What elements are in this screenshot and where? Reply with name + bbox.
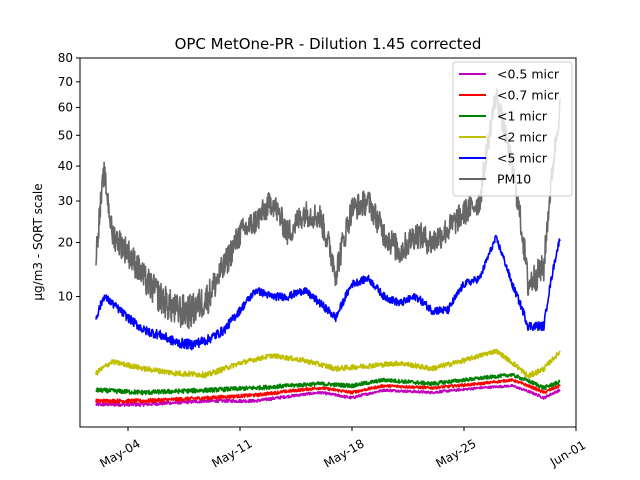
x-tick-label: Jun-01	[547, 438, 588, 470]
legend-label: <0.7 micr	[497, 88, 560, 103]
chart-title: OPC MetOne-PR - Dilution 1.45 corrected	[175, 35, 482, 53]
x-tick-label: May-11	[209, 436, 254, 470]
legend-label: <2 micr	[497, 130, 548, 145]
y-tick-label: 10	[58, 290, 73, 304]
y-tick-label: 30	[58, 194, 73, 208]
y-tick-label: 50	[58, 128, 73, 142]
y-tick-label: 60	[58, 100, 73, 114]
y-axis: 10 20 30 40 50 60 70 80	[58, 51, 80, 304]
series-line	[95, 348, 561, 380]
y-tick-label: 70	[58, 75, 73, 89]
y-tick-label: 40	[58, 159, 73, 173]
legend-label: PM10	[497, 172, 531, 187]
legend-label: <5 micr	[497, 151, 548, 166]
x-axis: May-04 May-11 May-18 May-25 Jun-01	[97, 427, 588, 471]
y-tick-label: 20	[58, 236, 73, 250]
legend-label: <0.5 micr	[497, 67, 560, 82]
series-line	[95, 372, 561, 396]
x-tick-label: May-25	[433, 436, 478, 470]
y-axis-label: µg/m3 - SQRT scale	[31, 183, 45, 300]
legend-label: <1 micr	[497, 109, 548, 124]
series-line	[95, 234, 561, 351]
y-tick-label: 80	[58, 51, 73, 65]
series-line	[95, 378, 561, 404]
legend: <0.5 micr <0.7 micr <1 micr <2 micr <5 micr P…	[452, 61, 573, 197]
x-tick-label: May-18	[321, 436, 366, 470]
x-tick-label: May-04	[97, 436, 142, 470]
series-line	[95, 384, 561, 407]
series-layer	[95, 88, 561, 407]
